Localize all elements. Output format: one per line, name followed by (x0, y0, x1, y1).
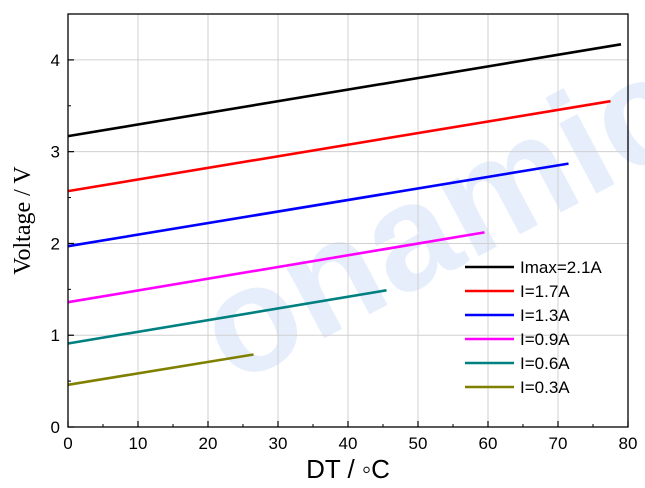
legend-label-3: I=0.9A (520, 330, 570, 349)
series-line-4 (67, 289, 387, 345)
x-tick-label: 40 (339, 434, 358, 453)
x-tick-label: 50 (409, 434, 428, 453)
x-tick-label: 70 (549, 434, 568, 453)
x-tick-label: 80 (619, 434, 638, 453)
ticks: 0 10 20 30 40 50 60 70 80 0 1 2 3 4 (51, 51, 638, 453)
y-tick-label: 4 (51, 51, 60, 70)
legend-label-1: I=1.7A (520, 282, 570, 301)
x-tick-label: 20 (199, 434, 218, 453)
series-line-5 (67, 353, 254, 387)
series-line-3 (67, 231, 485, 304)
legend-label-5: I=0.3A (520, 378, 570, 397)
y-tick-label: 2 (51, 234, 60, 253)
legend-label-0: Imax=2.1A (520, 258, 602, 277)
y-axis-title: Voltage / V (10, 166, 36, 275)
x-tick-label: 30 (269, 434, 288, 453)
y-tick-label: 1 (51, 326, 60, 345)
series-line-1 (67, 99, 611, 193)
legend: Imax=2.1A I=1.7A I=1.3A I=0.9A I=0.6A I=0.3A (465, 258, 602, 397)
x-tick-label: 60 (479, 434, 498, 453)
series-line-2 (67, 162, 569, 248)
x-tick-label: 0 (63, 434, 72, 453)
series-lines (67, 43, 622, 387)
x-tick-label: 10 (129, 434, 148, 453)
series-line-0 (67, 43, 622, 138)
y-tick-label: 0 (51, 418, 60, 437)
legend-label-2: I=1.3A (520, 306, 570, 325)
x-axis-title: DT / ◦C (306, 454, 390, 484)
legend-label-4: I=0.6A (520, 354, 570, 373)
y-tick-label: 3 (51, 143, 60, 162)
